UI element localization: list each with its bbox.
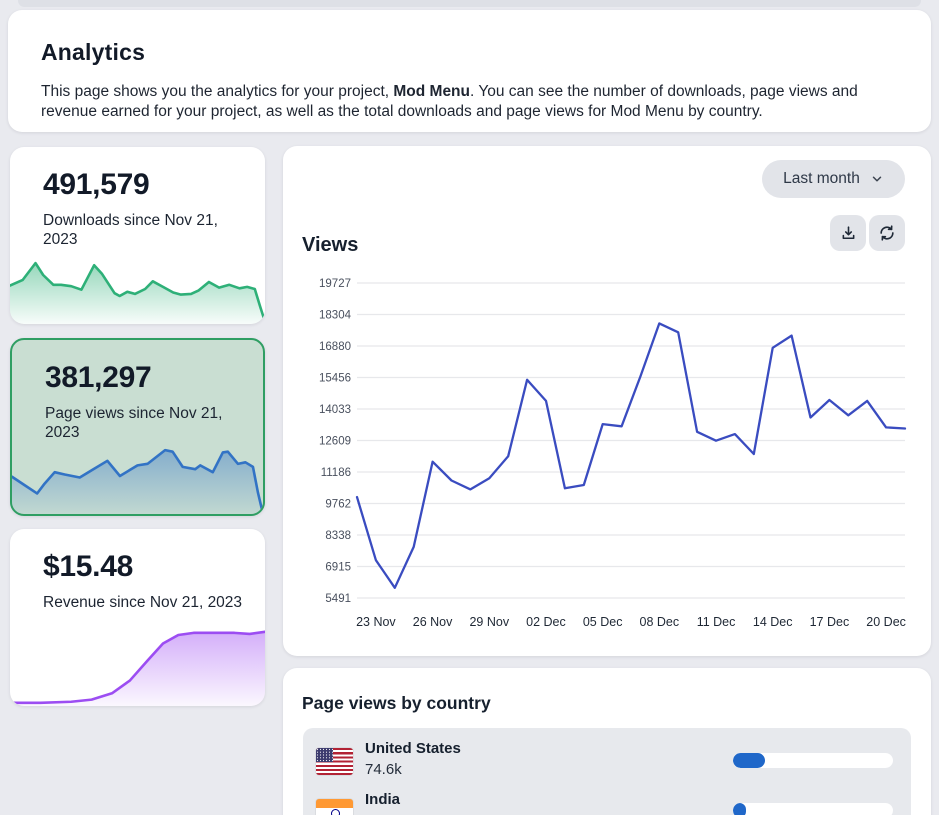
stat-card-downloads[interactable]: 491,579 Downloads since Nov 21, 2023 bbox=[10, 147, 265, 324]
downloads-label: Downloads since Nov 21, 2023 bbox=[43, 212, 218, 248]
stat-card-pageviews[interactable]: 381,297 Page views since Nov 21, 2023 bbox=[10, 338, 265, 516]
download-button[interactable] bbox=[830, 215, 866, 251]
svg-text:08 Dec: 08 Dec bbox=[640, 615, 680, 629]
svg-text:16880: 16880 bbox=[319, 341, 351, 353]
project-name: Mod Menu bbox=[393, 83, 470, 100]
svg-text:5491: 5491 bbox=[325, 593, 351, 605]
svg-text:26 Nov: 26 Nov bbox=[413, 615, 453, 629]
country-name: United States bbox=[365, 740, 461, 757]
svg-text:29 Nov: 29 Nov bbox=[469, 615, 509, 629]
svg-text:6915: 6915 bbox=[325, 561, 351, 573]
country-progress-track bbox=[733, 753, 893, 768]
download-icon bbox=[842, 225, 854, 239]
svg-text:05 Dec: 05 Dec bbox=[583, 615, 623, 629]
time-range-label: Last month bbox=[783, 170, 860, 187]
svg-text:18304: 18304 bbox=[319, 309, 352, 321]
svg-text:23 Nov: 23 Nov bbox=[356, 615, 396, 629]
country-progress-fill bbox=[733, 803, 746, 815]
page-title: Analytics bbox=[41, 39, 146, 65]
pageviews-sparkline bbox=[12, 438, 263, 514]
svg-text:11 Dec: 11 Dec bbox=[697, 615, 736, 629]
revenue-value: $15.48 bbox=[43, 550, 133, 583]
country-row-united-states: United States 74.6k bbox=[303, 736, 911, 786]
previous-card-sliver bbox=[18, 0, 921, 7]
us-flag-icon bbox=[316, 748, 353, 775]
svg-text:15456: 15456 bbox=[319, 373, 351, 385]
svg-text:12609: 12609 bbox=[319, 436, 351, 448]
country-name: India bbox=[365, 791, 401, 808]
refresh-button[interactable] bbox=[869, 215, 905, 251]
refresh-icon bbox=[880, 225, 894, 241]
svg-text:02 Dec: 02 Dec bbox=[526, 615, 566, 629]
country-list-panel: United States 74.6k India bbox=[303, 728, 911, 815]
svg-text:19727: 19727 bbox=[319, 278, 351, 290]
revenue-label: Revenue since Nov 21, 2023 bbox=[43, 594, 243, 611]
time-range-dropdown[interactable]: Last month bbox=[762, 160, 905, 198]
views-title: Views bbox=[302, 234, 359, 256]
svg-text:20 Dec: 20 Dec bbox=[866, 615, 906, 629]
downloads-value: 491,579 bbox=[43, 168, 150, 201]
country-row-india: India bbox=[303, 787, 911, 815]
country-progress-fill bbox=[733, 753, 765, 768]
pageviews-value: 381,297 bbox=[45, 361, 152, 394]
stat-card-revenue[interactable]: $15.48 Revenue since Nov 21, 2023 bbox=[10, 529, 265, 706]
svg-text:14033: 14033 bbox=[319, 404, 351, 416]
chevron-down-icon bbox=[872, 176, 882, 182]
svg-text:8338: 8338 bbox=[325, 530, 351, 542]
svg-text:11186: 11186 bbox=[321, 467, 351, 479]
country-value: 74.6k bbox=[365, 761, 402, 778]
india-flag-icon bbox=[316, 799, 353, 815]
downloads-sparkline bbox=[10, 254, 265, 324]
views-line-chart: 5491 6915 8338 9762 11186 12609 14033 15456 1688… bbox=[319, 278, 907, 629]
views-chart-card: Last month Views 5491 6915 8338 9762 11186 12… bbox=[283, 146, 931, 656]
country-panel-title: Page views by country bbox=[302, 693, 491, 713]
svg-text:14 Dec: 14 Dec bbox=[753, 615, 793, 629]
analytics-description: This page shows you the analytics for yo… bbox=[41, 83, 858, 120]
country-progress-track bbox=[733, 803, 893, 815]
analytics-header-card: Analytics This page shows you the analyt… bbox=[8, 10, 931, 132]
revenue-sparkline bbox=[10, 600, 265, 706]
pageviews-label: Page views since Nov 21, 2023 bbox=[45, 405, 223, 441]
svg-text:9762: 9762 bbox=[325, 498, 351, 510]
country-views-card: Page views by country United States 74.6… bbox=[283, 668, 931, 815]
svg-text:17 Dec: 17 Dec bbox=[810, 615, 850, 629]
